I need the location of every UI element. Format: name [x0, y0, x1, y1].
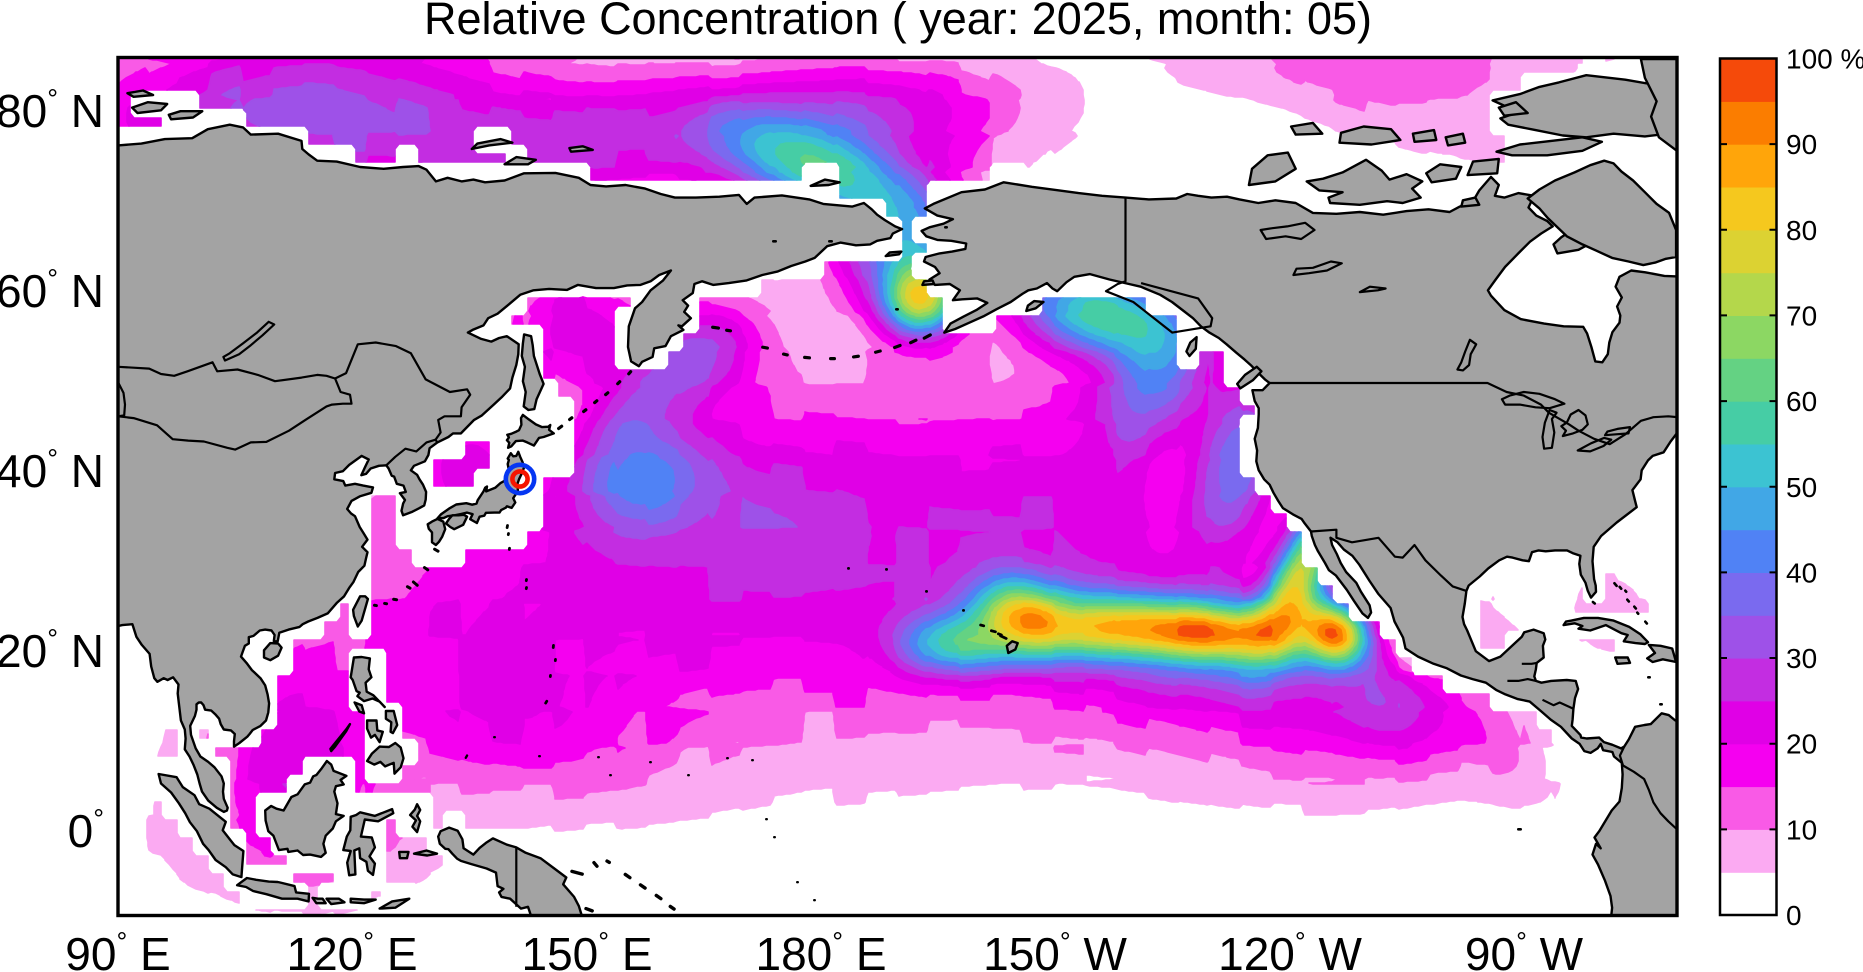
svg-text:0: 0 — [1786, 900, 1802, 931]
svg-text:150° W: 150° W — [983, 927, 1127, 972]
svg-text:30: 30 — [1786, 643, 1817, 674]
svg-text:10: 10 — [1786, 814, 1817, 845]
svg-text:100 %: 100 % — [1786, 44, 1863, 75]
svg-text:20° N: 20° N — [0, 624, 104, 677]
svg-text:80: 80 — [1786, 215, 1817, 246]
svg-text:150° E: 150° E — [521, 927, 652, 972]
svg-text:90° E: 90° E — [65, 927, 170, 972]
svg-text:120° E: 120° E — [286, 927, 417, 972]
svg-text:180° E: 180° E — [755, 927, 886, 972]
svg-text:Relative Concentration ( year:: Relative Concentration ( year: 2025, mon… — [424, 0, 1372, 44]
svg-text:60: 60 — [1786, 386, 1817, 417]
svg-text:70: 70 — [1786, 300, 1817, 331]
svg-text:80° N: 80° N — [0, 84, 104, 137]
svg-text:60° N: 60° N — [0, 264, 104, 317]
svg-text:40: 40 — [1786, 557, 1817, 588]
svg-text:120° W: 120° W — [1218, 927, 1362, 972]
svg-text:90: 90 — [1786, 129, 1817, 160]
svg-text:0°: 0° — [68, 804, 104, 857]
svg-text:50: 50 — [1786, 472, 1817, 503]
svg-text:20: 20 — [1786, 729, 1817, 760]
